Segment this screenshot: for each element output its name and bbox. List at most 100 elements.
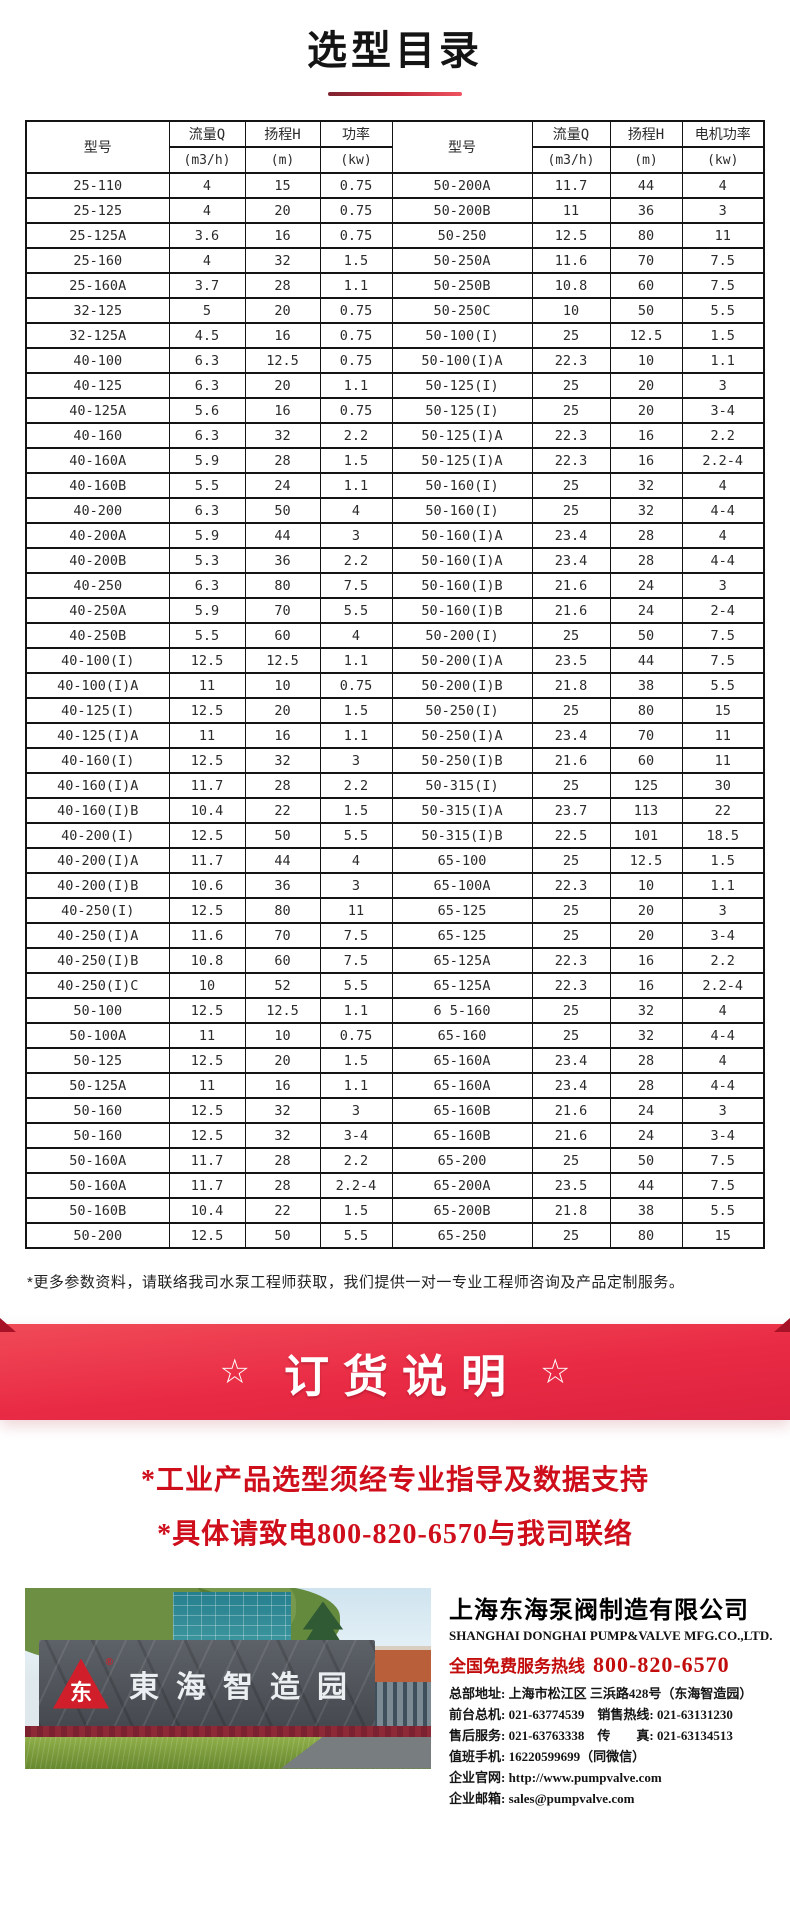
table-row: 50-100A 11 10 0.75 65-160 25 32 4-4 xyxy=(25,1022,765,1049)
table-row: 40-125(I) 12.5 20 1.5 50-250(I) 25 80 15 xyxy=(25,697,765,724)
value-cell: 20 xyxy=(244,197,321,224)
value-cell: 1.5 xyxy=(319,1047,393,1074)
value-cell: 12.5 xyxy=(244,347,321,374)
model-cell: 50-250(I) xyxy=(391,697,533,724)
value-cell: 22.3 xyxy=(531,872,611,899)
value-cell: 22.3 xyxy=(531,347,611,374)
value-cell: 1.1 xyxy=(319,997,393,1024)
value-cell: 1.1 xyxy=(319,647,393,674)
value-cell: 12.5 xyxy=(168,1047,246,1074)
company-footer: 东 ® 東海智造园 上海东海泵阀制造有限公司 SHANGHAI DONGHAI … xyxy=(25,1587,772,1809)
value-cell: 11 xyxy=(319,897,393,924)
value-cell: 80 xyxy=(609,697,683,724)
value-cell: 3 xyxy=(319,522,393,549)
value-cell: 21.6 xyxy=(531,597,611,624)
table-row: 50-100 12.5 12.5 1.1 6 5-160 25 32 4 xyxy=(25,997,765,1024)
model-cell: 40-160 xyxy=(25,422,170,449)
table-row: 40-200(I)B 10.6 36 3 65-100A 22.3 10 1.1 xyxy=(25,872,765,899)
table-row: 40-160B 5.5 24 1.1 50-160(I) 25 32 4 xyxy=(25,472,765,499)
value-cell: 3 xyxy=(319,747,393,774)
model-cell: 50-250(I)A xyxy=(391,722,533,749)
value-cell: 12.5 xyxy=(531,222,611,249)
value-cell: 2.2-4 xyxy=(681,447,765,474)
hotline-label: 全国免费服务热线 xyxy=(449,1656,585,1676)
value-cell: 25 xyxy=(531,497,611,524)
value-cell: 20 xyxy=(609,397,683,424)
model-cell: 40-100(I)A xyxy=(25,672,170,699)
model-cell: 40-200(I)A xyxy=(25,847,170,874)
value-cell: 50 xyxy=(244,822,321,849)
value-cell: 20 xyxy=(609,897,683,924)
value-cell: 0.75 xyxy=(319,297,393,324)
value-cell: 23.4 xyxy=(531,722,611,749)
value-cell: 25 xyxy=(531,322,611,349)
value-cell: 23.4 xyxy=(531,547,611,574)
col-power-right: 电机功率 xyxy=(681,120,765,148)
value-cell: 25 xyxy=(531,372,611,399)
value-cell: 11 xyxy=(681,747,765,774)
value-cell: 6.3 xyxy=(168,572,246,599)
title-underline xyxy=(328,92,462,96)
value-cell: 36 xyxy=(244,547,321,574)
unit-flow-right: (m3/h) xyxy=(531,146,611,174)
value-cell: 50 xyxy=(244,497,321,524)
unit-flow-left: (m3/h) xyxy=(168,146,246,174)
value-cell: 22.3 xyxy=(531,447,611,474)
value-cell: 21.8 xyxy=(531,672,611,699)
value-cell: 38 xyxy=(609,672,683,699)
value-cell: 22 xyxy=(244,1197,321,1224)
value-cell: 16 xyxy=(609,422,683,449)
model-cell: 40-125 xyxy=(25,372,170,399)
model-cell: 40-200(I)B xyxy=(25,872,170,899)
model-cell: 40-125(I)A xyxy=(25,722,170,749)
table-row: 25-160 4 32 1.5 50-250A 11.6 70 7.5 xyxy=(25,247,765,274)
model-cell: 40-200B xyxy=(25,547,170,574)
model-cell: 40-160(I)A xyxy=(25,772,170,799)
model-cell: 65-125 xyxy=(391,897,533,924)
value-cell: 32 xyxy=(244,1122,321,1149)
value-cell: 6.3 xyxy=(168,422,246,449)
model-cell: 65-160A xyxy=(391,1047,533,1074)
value-cell: 6.3 xyxy=(168,372,246,399)
model-cell: 40-250A xyxy=(25,597,170,624)
value-cell: 5.5 xyxy=(319,822,393,849)
value-cell: 70 xyxy=(609,247,683,274)
value-cell: 25 xyxy=(531,622,611,649)
col-flow-left: 流量Q xyxy=(168,120,246,148)
value-cell: 22 xyxy=(244,797,321,824)
value-cell: 7.5 xyxy=(319,922,393,949)
value-cell: 3.6 xyxy=(168,222,246,249)
value-cell: 25 xyxy=(531,697,611,724)
value-cell: 2-4 xyxy=(681,597,765,624)
value-cell: 28 xyxy=(609,1072,683,1099)
value-cell: 16 xyxy=(244,1072,321,1099)
model-cell: 65-160B xyxy=(391,1097,533,1124)
value-cell: 36 xyxy=(244,872,321,899)
model-cell: 25-160 xyxy=(25,247,170,274)
hotline-number: 800-820-6570 xyxy=(593,1651,730,1677)
value-cell: 12.5 xyxy=(244,997,321,1024)
value-cell: 12.5 xyxy=(168,747,246,774)
model-cell: 50-100 xyxy=(25,997,170,1024)
value-cell: 28 xyxy=(609,1047,683,1074)
value-cell: 23.4 xyxy=(531,1047,611,1074)
registered-mark: ® xyxy=(105,1656,113,1668)
model-cell: 40-250B xyxy=(25,622,170,649)
col-model-left: 型号 xyxy=(25,120,170,174)
value-cell: 22.3 xyxy=(531,947,611,974)
table-row: 40-125(I)A 11 16 1.1 50-250(I)A 23.4 70 11 xyxy=(25,722,765,749)
value-cell: 2.2 xyxy=(319,422,393,449)
value-cell: 7.5 xyxy=(319,947,393,974)
value-cell: 5 xyxy=(168,297,246,324)
value-cell: 5.3 xyxy=(168,547,246,574)
value-cell: 21.6 xyxy=(531,1122,611,1149)
value-cell: 80 xyxy=(244,572,321,599)
value-cell: 38 xyxy=(609,1197,683,1224)
value-cell: 4 xyxy=(681,472,765,499)
value-cell: 1.5 xyxy=(319,247,393,274)
table-row: 40-160 6.3 32 2.2 50-125(I)A 22.3 16 2.2 xyxy=(25,422,765,449)
value-cell: 22.3 xyxy=(531,422,611,449)
value-cell: 0.75 xyxy=(319,397,393,424)
model-cell: 40-250 xyxy=(25,572,170,599)
value-cell: 28 xyxy=(244,772,321,799)
